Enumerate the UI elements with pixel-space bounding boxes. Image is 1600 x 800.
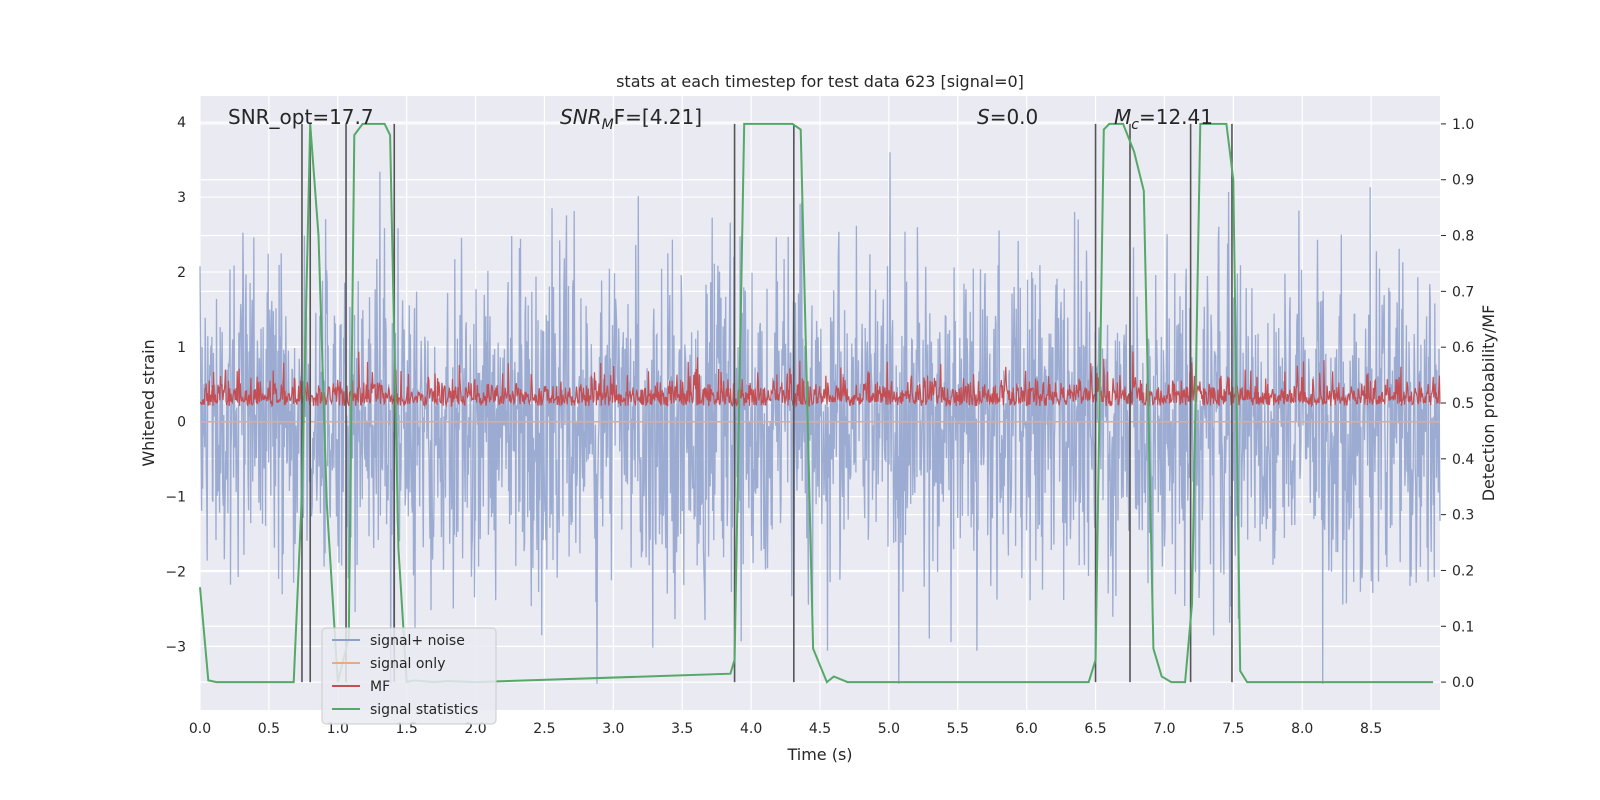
y2-tick-label-0: 1.0 bbox=[1452, 117, 1474, 133]
x-tick-label-12: 6.0 bbox=[1016, 721, 1038, 737]
x-tick-label-13: 6.5 bbox=[1084, 721, 1106, 737]
annotation-mc-symbol: M bbox=[1114, 105, 1131, 129]
y2-tick-label-3: 0.7 bbox=[1452, 284, 1474, 300]
annotation-s-value: =0.0 bbox=[990, 105, 1039, 129]
legend-label-mf: MF bbox=[370, 679, 390, 695]
annotation-snr-mf-symbol: SNR bbox=[560, 105, 602, 129]
annotation-mc-subscript: c bbox=[1131, 117, 1139, 133]
legend: signal+ noise signal only MF signal stat… bbox=[321, 627, 497, 725]
x-tick-label-2: 1.0 bbox=[327, 721, 349, 737]
annotation-mc-value: =12.41 bbox=[1139, 105, 1213, 129]
x-tick-label-3: 1.5 bbox=[396, 721, 418, 737]
y2-tick-label-10: 0.0 bbox=[1452, 675, 1474, 691]
y-tick-label-6: −2 bbox=[165, 564, 186, 580]
x-tick-label-9: 4.5 bbox=[809, 721, 831, 737]
x-tick-label-1: 0.5 bbox=[258, 721, 280, 737]
x-tick-label-0: 0.0 bbox=[189, 721, 211, 737]
mf-line bbox=[199, 351, 1441, 409]
x-tick-label-15: 7.5 bbox=[1222, 721, 1244, 737]
y2-tick-label-4: 0.6 bbox=[1452, 340, 1474, 356]
x-tick-label-5: 2.5 bbox=[533, 721, 555, 737]
y-tick-label-1: 3 bbox=[177, 190, 186, 206]
y-tick-labels: 4 3 2 1 0 −1 −2 −3 bbox=[165, 115, 186, 655]
x-tick-labels: 0.0 0.5 1.0 1.5 2.0 2.5 3.0 3.5 4.0 4.5 5.0 5.5 6.0 6… bbox=[189, 721, 1382, 737]
x-tick-label-6: 3.0 bbox=[602, 721, 624, 737]
y2-tick-label-9: 0.1 bbox=[1452, 619, 1474, 635]
y-axis-label: Whitened strain bbox=[139, 339, 158, 466]
x-tick-label-14: 7.0 bbox=[1153, 721, 1175, 737]
y-tick-label-2: 2 bbox=[177, 265, 186, 281]
legend-label-signal-only: signal only bbox=[370, 656, 445, 672]
x-tick-label-10: 5.0 bbox=[878, 721, 900, 737]
annotation-mc: Mc=12.41 bbox=[1114, 105, 1213, 133]
x-tick-label-17: 8.5 bbox=[1360, 721, 1382, 737]
y2-tick-label-1: 0.9 bbox=[1452, 173, 1474, 189]
y2-tick-labels: 1.0 0.9 0.8 0.7 0.6 0.5 0.4 0.3 0.2 0.1 0.0 bbox=[1441, 117, 1474, 691]
y-tick-label-5: −1 bbox=[165, 490, 186, 506]
legend-box bbox=[321, 627, 497, 725]
x-tick-label-4: 2.0 bbox=[464, 721, 486, 737]
vertical-markers bbox=[301, 123, 1233, 683]
annotation-snr-mf: SNRMF=[4.21] bbox=[560, 105, 702, 133]
annotation-snr-opt: SNR_opt=17.7 bbox=[228, 105, 374, 129]
chart-title: stats at each timestep for test data 623… bbox=[616, 72, 1024, 91]
annotation-snr-mf-subscript: M bbox=[602, 117, 614, 133]
y-tick-label-4: 0 bbox=[177, 415, 186, 431]
x-tick-label-7: 3.5 bbox=[671, 721, 693, 737]
y-tick-label-3: 1 bbox=[177, 340, 186, 356]
y-tick-label-7: −3 bbox=[165, 639, 186, 655]
y2-tick-label-7: 0.3 bbox=[1452, 508, 1474, 524]
y2-tick-label-6: 0.4 bbox=[1452, 452, 1474, 468]
annotation-s: S=0.0 bbox=[977, 105, 1038, 129]
legend-label-signal-noise: signal+ noise bbox=[370, 633, 465, 649]
annotation-s-symbol: S bbox=[977, 105, 990, 129]
x-tick-label-11: 5.5 bbox=[947, 721, 969, 737]
x-tick-label-8: 4.0 bbox=[740, 721, 762, 737]
annotation-snr-mf-value: F=[4.21] bbox=[614, 105, 702, 129]
y-tick-label-0: 4 bbox=[177, 115, 186, 131]
x-tick-label-16: 8.0 bbox=[1291, 721, 1313, 737]
series-mf bbox=[199, 351, 1441, 409]
legend-label-signal-statistics: signal statistics bbox=[370, 702, 478, 718]
x-axis-label: Time (s) bbox=[786, 745, 852, 764]
y2-tick-label-5: 0.5 bbox=[1452, 396, 1474, 412]
y2-tick-label-2: 0.8 bbox=[1452, 229, 1474, 245]
y2-axis-label: Detection probability/MF bbox=[1479, 305, 1498, 502]
y2-tick-label-8: 0.2 bbox=[1452, 563, 1474, 579]
